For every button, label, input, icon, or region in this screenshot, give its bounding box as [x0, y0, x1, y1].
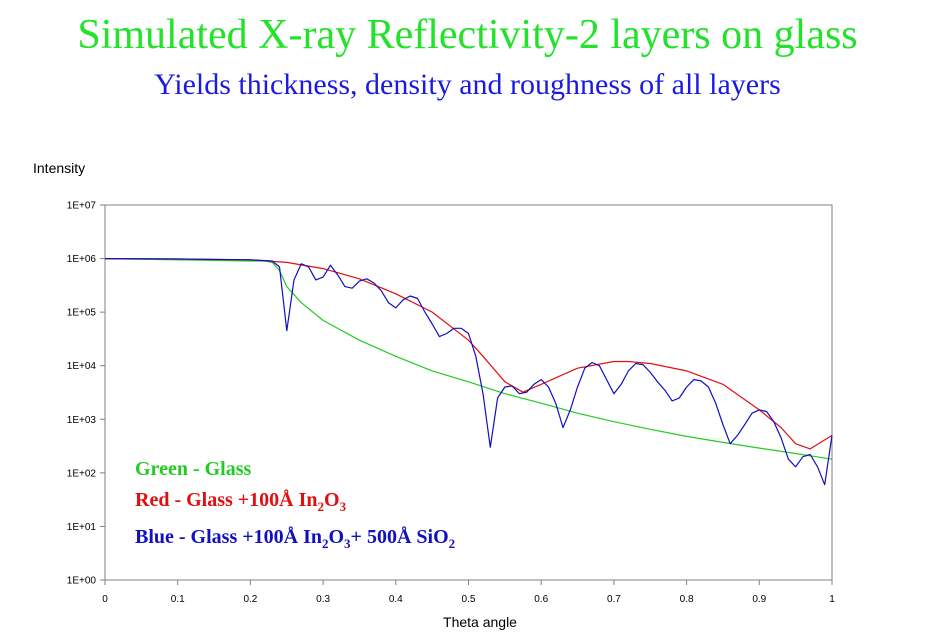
- y-tick-label: 1E+01: [67, 522, 97, 533]
- chart-subtitle: Yields thickness, density and roughness …: [154, 68, 781, 101]
- y-tick-label: 1E+04: [67, 361, 97, 372]
- legend-entry-glass: Green - Glass: [135, 458, 252, 480]
- x-tick-label: 0.3: [316, 594, 330, 605]
- x-axis-title: Theta angle: [443, 614, 517, 630]
- x-tick-label: 0: [102, 594, 108, 605]
- x-tick-label: 1: [829, 594, 835, 605]
- y-tick-label: 1E+02: [67, 468, 97, 479]
- y-axis-title: Intensity: [33, 160, 85, 176]
- x-tick-label: 0.5: [462, 594, 476, 605]
- legend-text: Green - Glass: [135, 458, 252, 480]
- glass-in2o3-series-line: [104, 258, 833, 450]
- x-tick-label: 0.6: [534, 594, 548, 605]
- x-tick-label: 0.8: [680, 594, 694, 605]
- x-tick-label: 0.4: [389, 594, 403, 605]
- legend: Green - Glass Red - Glass +100Å In2O3​ Blu…: [135, 458, 455, 551]
- plot-area-frame: [104, 204, 833, 581]
- glass-series-line: [104, 258, 833, 460]
- legend-subscript: 2: [318, 499, 325, 514]
- y-tick-label: 1E+06: [67, 254, 97, 265]
- legend-subscript: 3: [340, 499, 347, 514]
- axes-group: 0 0.1 0.2 0.3 0.4 0.5 0.6 0.7 0.8 0.9 1 1E+00 1E+01 1…: [67, 201, 835, 606]
- legend-text: O: [324, 489, 340, 511]
- legend-text: Red - Glass +100Å In: [135, 488, 318, 511]
- x-tick-label: 0.9: [752, 594, 766, 605]
- x-tick-label: 0.1: [171, 594, 185, 605]
- x-tick-label: 0.7: [607, 594, 621, 605]
- legend-entry-glass-in2o3-sio2: Blue - Glass +100Å In2O3+ 500Å SiO2​: [135, 525, 455, 551]
- legend-subscript: 3: [344, 536, 351, 551]
- legend-text: O: [328, 526, 344, 548]
- legend-subscript: 2: [449, 536, 456, 551]
- y-tick-label: 1E+07: [67, 201, 97, 212]
- legend-text: Blue - Glass +100Å In: [135, 525, 322, 548]
- series-group: [104, 258, 833, 486]
- legend-entry-glass-in2o3: Red - Glass +100Å In2O3​: [135, 488, 347, 514]
- glass-in2o3-sio2-series-line: [104, 258, 833, 486]
- x-tick-label: 0.2: [243, 594, 257, 605]
- legend-subscript: 2: [322, 536, 329, 551]
- y-tick-label: 1E+05: [67, 308, 97, 319]
- legend-text: + 500Å SiO: [351, 525, 449, 548]
- y-tick-label: 1E+03: [67, 415, 97, 426]
- chart-title: Simulated X-ray Reflectivity-2 layers on…: [77, 12, 858, 58]
- y-tick-label: 1E+00: [67, 576, 97, 587]
